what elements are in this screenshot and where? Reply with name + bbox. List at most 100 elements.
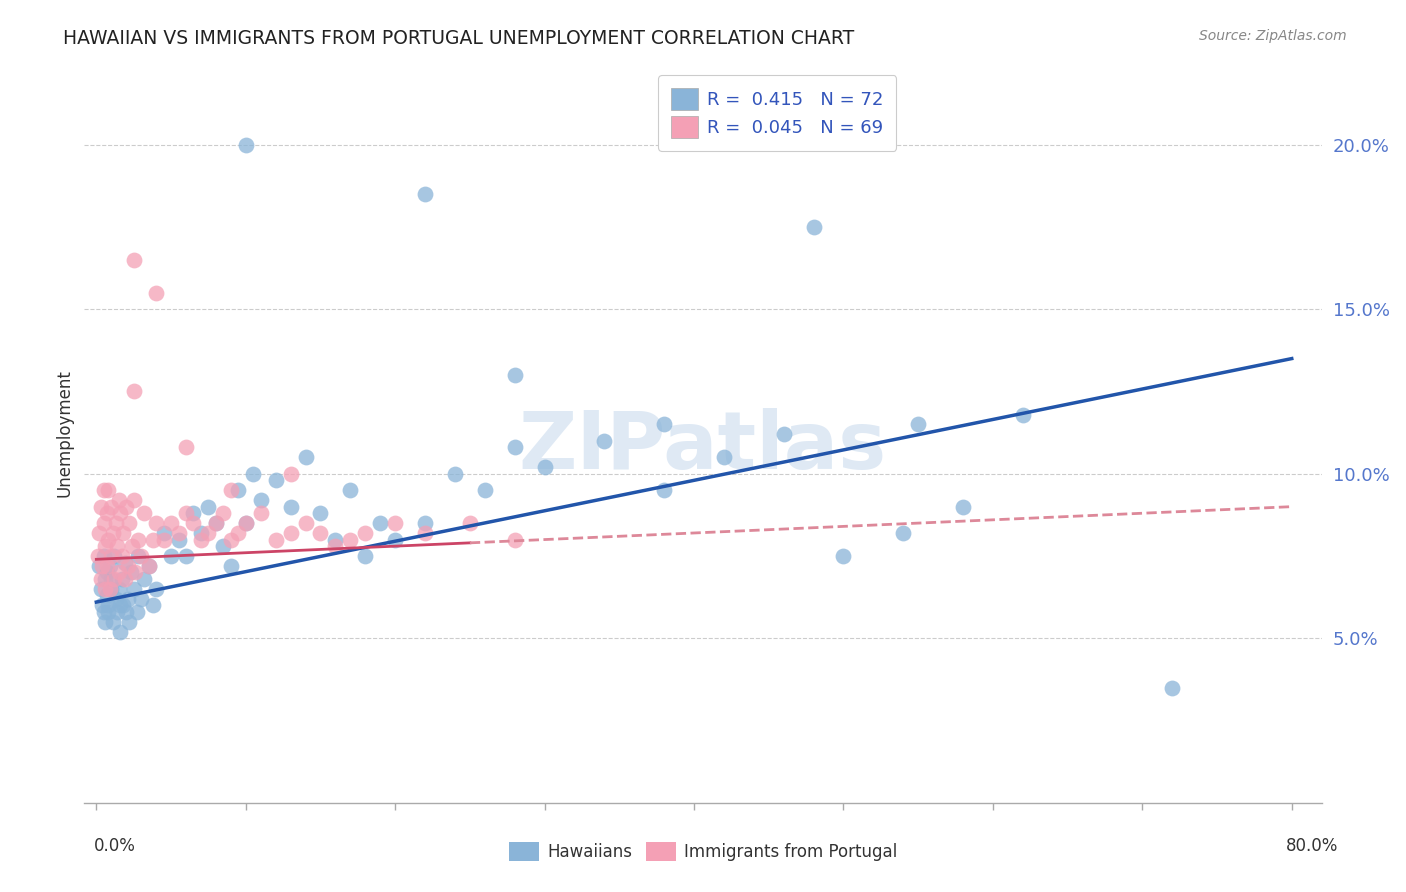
Text: Source: ZipAtlas.com: Source: ZipAtlas.com — [1199, 29, 1347, 43]
Point — [264, 533, 287, 547]
Point — [219, 558, 242, 573]
Point — [89, 526, 111, 541]
Point — [413, 187, 436, 202]
Text: 0.0%: 0.0% — [94, 837, 136, 855]
Point — [93, 549, 115, 563]
Point — [212, 539, 235, 553]
Point — [87, 549, 110, 563]
Point — [264, 473, 287, 487]
Point — [458, 516, 481, 530]
Point — [235, 137, 257, 152]
Point — [138, 558, 160, 573]
Point — [354, 526, 377, 541]
Point — [122, 384, 145, 399]
Point — [249, 506, 271, 520]
Point — [142, 533, 165, 547]
Point — [652, 417, 675, 432]
Point — [368, 516, 391, 530]
Point — [115, 605, 138, 619]
Point — [280, 500, 302, 514]
Point — [111, 549, 134, 563]
Point — [104, 591, 127, 606]
Point — [474, 483, 496, 498]
Point — [226, 483, 249, 498]
Point — [145, 516, 167, 530]
Point — [309, 506, 332, 520]
Point — [127, 549, 149, 563]
Point — [110, 599, 132, 613]
Point — [205, 516, 228, 530]
Legend: Hawaiians, Immigrants from Portugal: Hawaiians, Immigrants from Portugal — [502, 835, 904, 868]
Point — [803, 219, 825, 234]
Point — [101, 615, 124, 629]
Point — [107, 582, 129, 596]
Point — [354, 549, 377, 563]
Point — [91, 599, 114, 613]
Point — [114, 556, 136, 570]
Point — [100, 549, 122, 563]
Point — [97, 483, 120, 498]
Point — [97, 605, 120, 619]
Text: ZIPatlas: ZIPatlas — [519, 409, 887, 486]
Point — [339, 483, 361, 498]
Point — [1161, 681, 1184, 695]
Point — [533, 460, 555, 475]
Point — [205, 516, 228, 530]
Point — [294, 450, 316, 465]
Point — [90, 572, 112, 586]
Point — [226, 526, 249, 541]
Point — [444, 467, 467, 481]
Point — [100, 500, 122, 514]
Point — [105, 539, 128, 553]
Point — [98, 582, 121, 596]
Point — [652, 483, 675, 498]
Text: HAWAIIAN VS IMMIGRANTS FROM PORTUGAL UNEMPLOYMENT CORRELATION CHART: HAWAIIAN VS IMMIGRANTS FROM PORTUGAL UNE… — [63, 29, 855, 47]
Point — [174, 549, 197, 563]
Point — [249, 493, 271, 508]
Point — [167, 533, 190, 547]
Point — [105, 605, 128, 619]
Point — [107, 566, 129, 580]
Point — [93, 516, 115, 530]
Point — [90, 500, 112, 514]
Point — [219, 483, 242, 498]
Point — [124, 566, 146, 580]
Point — [96, 566, 118, 580]
Point — [93, 483, 115, 498]
Point — [97, 533, 120, 547]
Point — [90, 582, 112, 596]
Point — [183, 506, 205, 520]
Point — [120, 566, 142, 580]
Point — [190, 533, 212, 547]
Point — [1011, 408, 1033, 422]
Point — [100, 572, 122, 586]
Point — [309, 526, 332, 541]
Point — [138, 558, 160, 573]
Point — [96, 506, 118, 520]
Point — [125, 605, 148, 619]
Point — [503, 533, 526, 547]
Point — [112, 526, 135, 541]
Point — [503, 368, 526, 382]
Point — [117, 558, 139, 573]
Point — [91, 558, 114, 573]
Point — [384, 516, 406, 530]
Point — [174, 441, 197, 455]
Point — [235, 516, 257, 530]
Point — [212, 506, 235, 520]
Point — [114, 572, 136, 586]
Point — [127, 533, 149, 547]
Point — [96, 589, 118, 603]
Point — [134, 506, 156, 520]
Point — [891, 526, 914, 541]
Point — [111, 572, 134, 586]
Point — [103, 549, 125, 563]
Point — [107, 493, 129, 508]
Point — [98, 558, 121, 573]
Point — [110, 624, 132, 639]
Point — [97, 599, 120, 613]
Point — [145, 285, 167, 300]
Point — [121, 539, 143, 553]
Point — [325, 533, 347, 547]
Point — [117, 591, 139, 606]
